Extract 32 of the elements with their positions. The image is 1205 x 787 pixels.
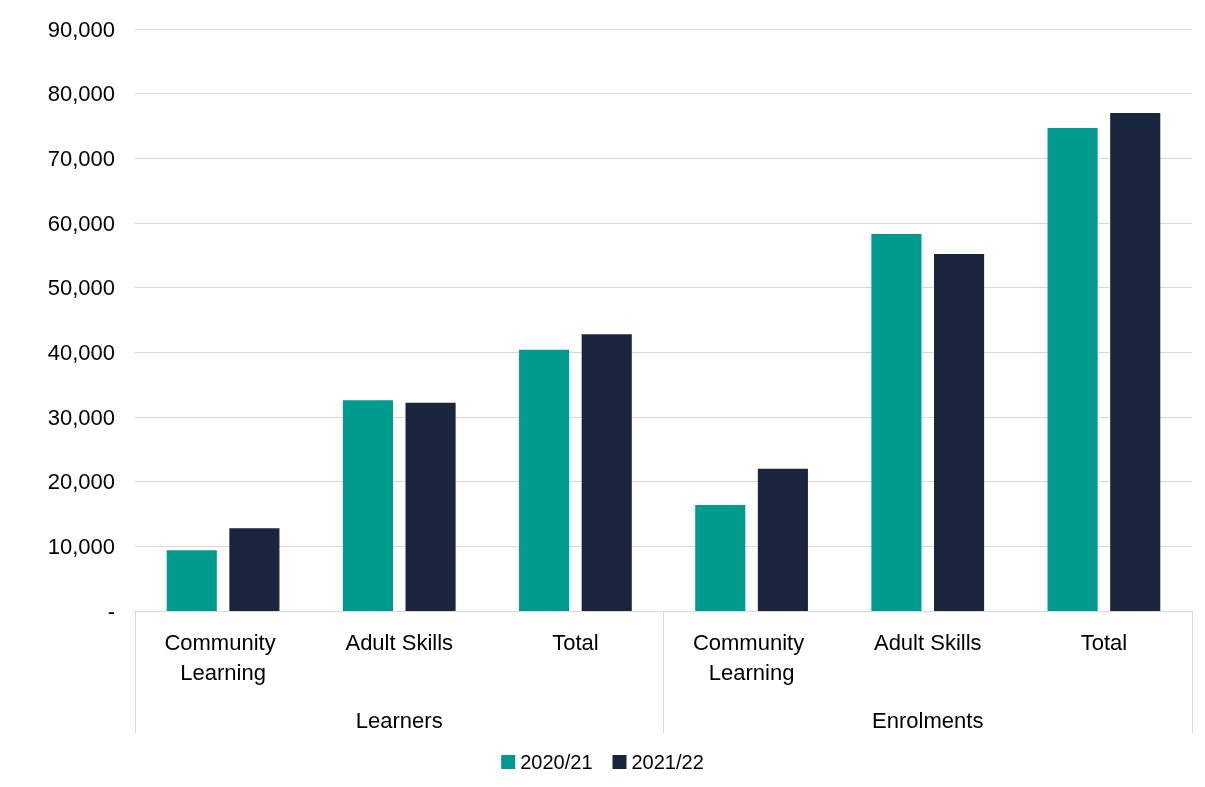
bar	[871, 233, 922, 611]
bar	[405, 402, 456, 611]
bar	[229, 528, 280, 611]
y-tick-label: -	[107, 598, 115, 624]
bar	[1110, 113, 1161, 611]
bar	[934, 254, 985, 611]
x-tick-label: Community Learning	[692, 629, 811, 685]
bar	[581, 334, 632, 611]
legend-label: 2020/21	[520, 751, 593, 773]
y-tick-label: 60,000	[47, 210, 115, 236]
bar	[342, 400, 393, 611]
bar	[166, 550, 217, 611]
y-tick-label: 50,000	[47, 275, 115, 301]
bar	[695, 504, 746, 611]
text: Learners	[355, 707, 443, 733]
text: Enrolments	[872, 707, 984, 733]
bar	[757, 468, 808, 611]
x-tick-label: Community Learning	[164, 629, 282, 685]
bar	[519, 349, 570, 611]
y-tick-label: 20,000	[47, 469, 115, 495]
y-tick-label: 80,000	[47, 81, 115, 107]
y-tick-label: 10,000	[47, 533, 115, 559]
x-tick-label: Adult Skills	[345, 629, 454, 655]
y-tick-label: 30,000	[47, 404, 115, 430]
x-tick-label: Total	[552, 629, 599, 655]
bar	[1047, 127, 1098, 611]
x-tick-label: Total	[1080, 629, 1128, 655]
y-tick-label: 70,000	[47, 145, 115, 171]
y-tick-label: 40,000	[47, 339, 115, 365]
x-tick-label: Adult Skills	[873, 629, 982, 655]
y-tick-label: 90,000	[47, 16, 115, 42]
legend-label: 2021/22	[631, 751, 704, 773]
